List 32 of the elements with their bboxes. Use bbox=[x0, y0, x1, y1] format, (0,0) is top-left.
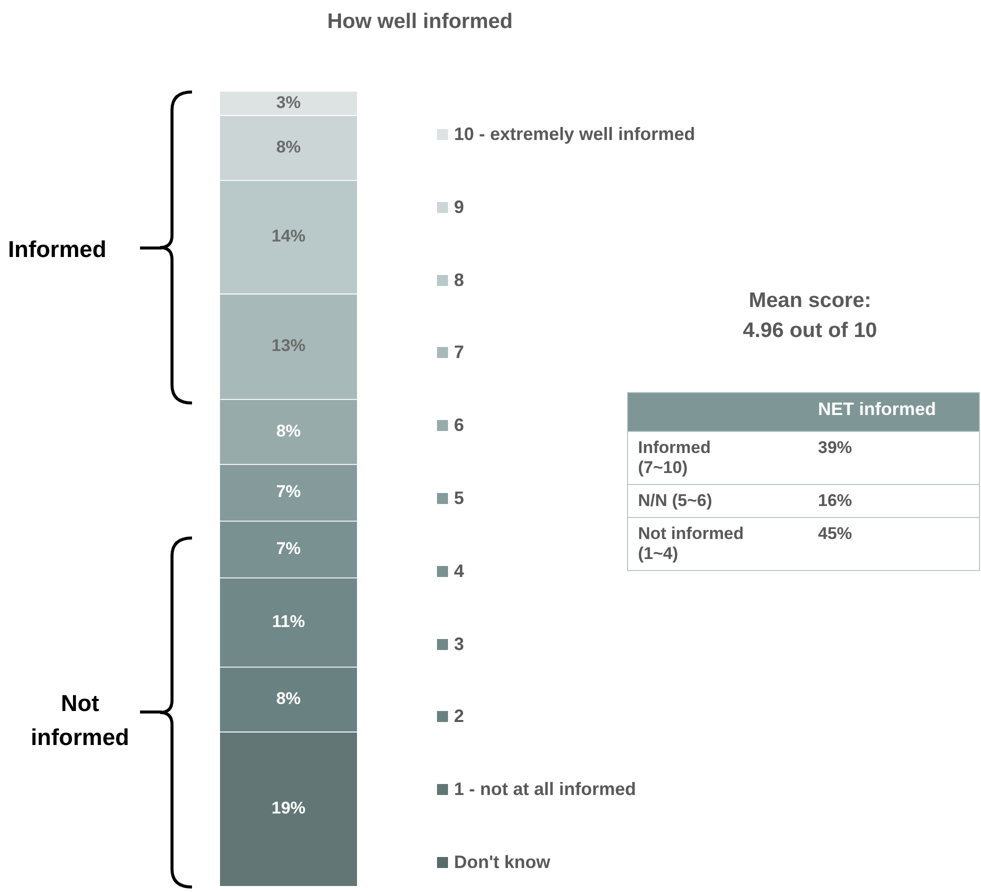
data-label: 8% bbox=[276, 689, 301, 708]
data-label: 7% bbox=[276, 482, 301, 502]
legend-label: 7 bbox=[454, 342, 464, 364]
legend-label: 8 bbox=[454, 270, 464, 291]
text: 39% bbox=[808, 432, 980, 484]
text: Informed (7~10) bbox=[628, 432, 808, 484]
legend-label: Don't know bbox=[454, 852, 550, 873]
data-label: 8% bbox=[276, 137, 301, 156]
legend-label: 6 bbox=[454, 415, 464, 436]
legend-label: 10 - extremely well informed bbox=[454, 124, 696, 145]
text: How well informed bbox=[326, 10, 514, 34]
text: N/N (5~6) bbox=[628, 484, 808, 518]
legend-label: 1 - not at all informed bbox=[454, 779, 636, 800]
legend-label: 4 bbox=[454, 560, 464, 582]
data-label: 7% bbox=[276, 539, 301, 558]
text: 16% bbox=[808, 484, 980, 518]
data-label: 3% bbox=[276, 92, 301, 112]
data-label: 8% bbox=[276, 421, 301, 440]
legend-label: 3 bbox=[454, 634, 464, 655]
legend-label: 5 bbox=[454, 488, 464, 509]
data-label: 19% bbox=[271, 798, 306, 818]
text: NET informed bbox=[808, 392, 980, 432]
text: Not informed bbox=[30, 689, 130, 752]
data-label: 14% bbox=[271, 226, 306, 246]
text: Not informed (1~4) bbox=[628, 518, 808, 570]
text: Mean score: 4.96 out of 10 bbox=[742, 288, 878, 344]
data-label: 13% bbox=[271, 336, 306, 356]
legend-label: 9 bbox=[454, 196, 464, 218]
data-label: 11% bbox=[272, 612, 306, 632]
text: Informed bbox=[8, 236, 106, 263]
text: 45% bbox=[808, 518, 980, 570]
legend-label: 2 bbox=[454, 706, 464, 728]
